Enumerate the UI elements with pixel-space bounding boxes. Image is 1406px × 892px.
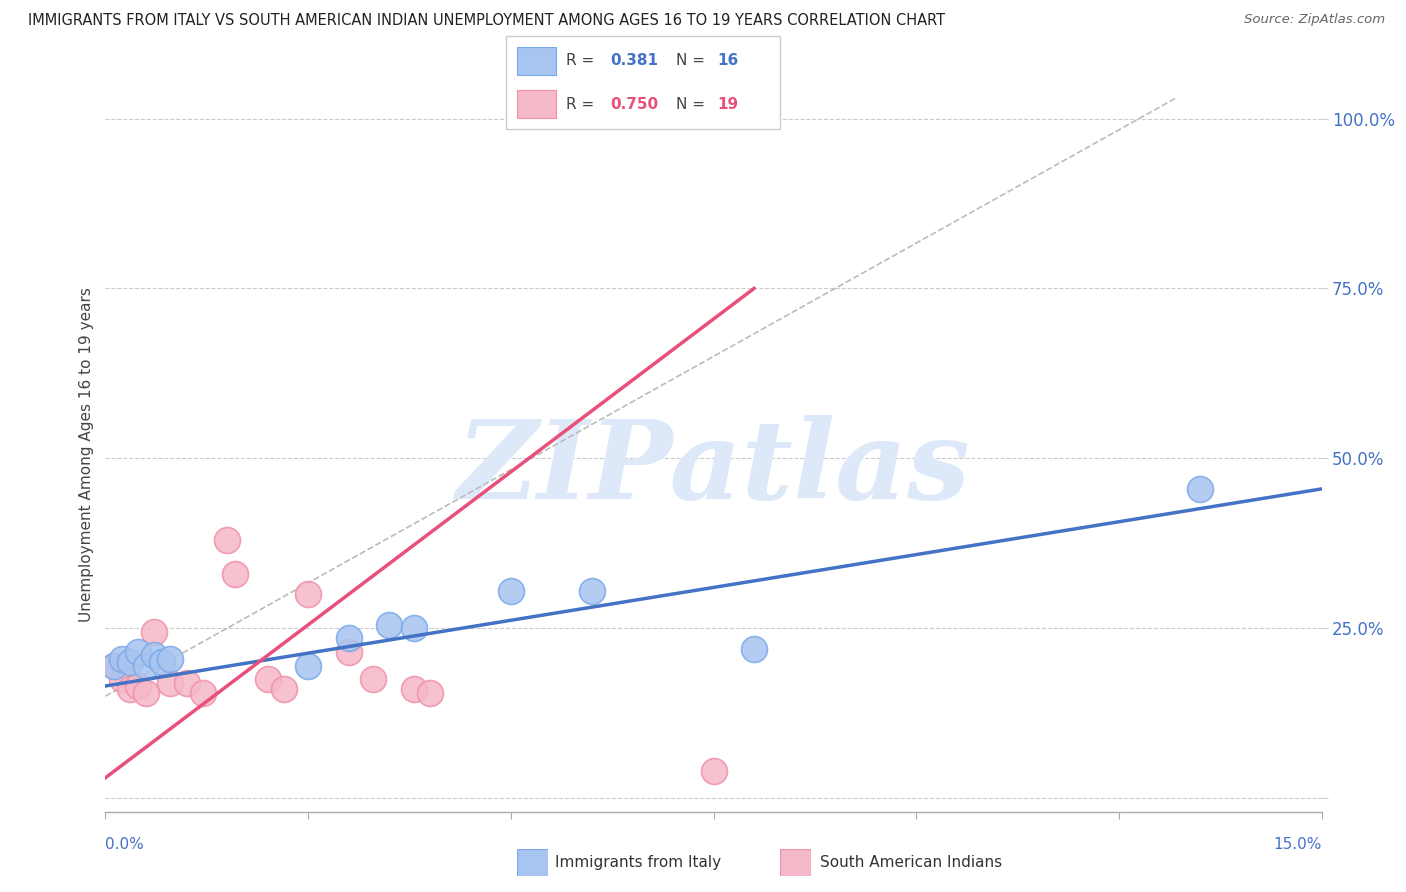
Point [1189,482,1212,496]
Text: Immigrants from Italy: Immigrants from Italy [555,855,721,870]
Point [419,686,441,700]
Point [118,682,141,697]
Text: N =: N = [676,96,710,112]
Point [111,672,134,686]
Point [159,652,181,666]
Point [273,682,295,697]
Point [111,652,134,666]
Bar [517,90,555,118]
Bar [517,47,555,75]
Point [742,641,765,656]
Point [297,658,319,673]
Point [297,587,319,601]
Point [103,658,125,673]
Text: IMMIGRANTS FROM ITALY VS SOUTH AMERICAN INDIAN UNEMPLOYMENT AMONG AGES 16 TO 19 : IMMIGRANTS FROM ITALY VS SOUTH AMERICAN … [28,13,945,29]
Text: N =: N = [676,54,710,69]
Text: 16: 16 [717,54,738,69]
Point [159,675,181,690]
Point [402,621,425,635]
Point [378,617,401,632]
Point [150,655,173,669]
Text: Source: ZipAtlas.com: Source: ZipAtlas.com [1244,13,1385,27]
Point [191,686,214,700]
Point [402,682,425,697]
Point [581,583,603,598]
Text: R =: R = [567,96,599,112]
Point [118,655,141,669]
Point [702,764,725,778]
Point [127,645,149,659]
Point [361,672,384,686]
Point [103,658,125,673]
Text: 0.750: 0.750 [610,96,658,112]
Point [499,583,522,598]
Text: South American Indians: South American Indians [820,855,1002,870]
Y-axis label: Unemployment Among Ages 16 to 19 years: Unemployment Among Ages 16 to 19 years [79,287,94,623]
Text: ZIPatlas: ZIPatlas [457,416,970,523]
Point [135,686,157,700]
Text: 0.381: 0.381 [610,54,658,69]
Point [337,645,360,659]
FancyBboxPatch shape [506,36,780,129]
Point [224,566,246,581]
Text: 15.0%: 15.0% [1274,837,1322,852]
Point [337,632,360,646]
Point [143,624,166,639]
Point [217,533,239,547]
Point [135,658,157,673]
Point [143,648,166,663]
Point [176,675,198,690]
Text: R =: R = [567,54,599,69]
Point [127,679,149,693]
Point [256,672,278,686]
Text: 19: 19 [717,96,738,112]
Text: 0.0%: 0.0% [105,837,145,852]
